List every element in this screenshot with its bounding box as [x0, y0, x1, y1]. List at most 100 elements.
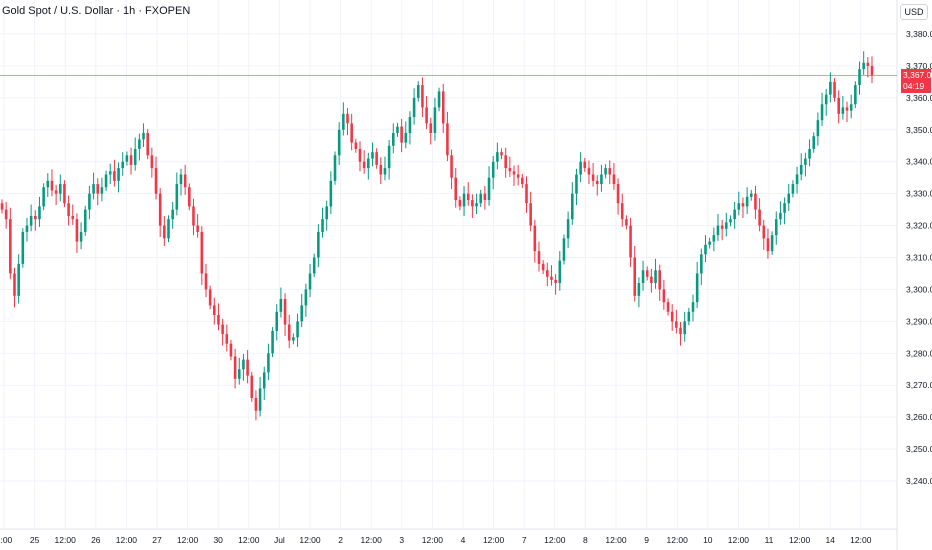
candle-body [454, 177, 458, 201]
candle-body [188, 187, 191, 207]
price-tick-label: 3,280.00 [906, 348, 932, 358]
candle-body [812, 136, 816, 149]
candle-body [849, 104, 853, 111]
candle-body [595, 180, 599, 185]
candle-body [0, 203, 4, 210]
candle-body [121, 161, 125, 169]
candle-body [75, 219, 79, 242]
candle-body [158, 193, 162, 226]
price-tick-label: 3,260.00 [906, 412, 932, 422]
candle-body [308, 273, 312, 290]
price-tick-label: 3,250.00 [906, 444, 932, 454]
candle-body [242, 359, 245, 370]
price-axis[interactable]: 3,380.00 3,370.00 3,360.00 3,350.00 3,340.00… [906, 29, 932, 486]
time-tick-label: 12:00 [55, 535, 77, 545]
candle-body [845, 107, 849, 111]
time-tick-label: 2 [338, 535, 343, 545]
candle-body [208, 289, 212, 306]
time-tick-label: 14 [825, 535, 835, 545]
candle-body [466, 193, 470, 201]
time-tick-label: 5:00 [0, 535, 13, 545]
candle-body [358, 148, 362, 162]
candle-body [71, 215, 75, 220]
time-tick-label: 12:00 [422, 535, 444, 545]
candle-body [25, 225, 29, 232]
candle-body [88, 193, 91, 210]
candle-body [225, 334, 229, 344]
last-price-tag: 3,367.03 04:19 [901, 69, 932, 94]
time-tick-label: 12:00 [544, 535, 566, 545]
candle-body [808, 148, 811, 159]
candle-body [683, 321, 686, 335]
candle-body [200, 231, 204, 274]
time-axis[interactable]: 5:002512:002612:002712:003012:00Jul12:00… [0, 535, 872, 545]
symbol-title[interactable]: Gold Spot / U.S. Dollar · 1h · FXOPEN [2, 5, 191, 17]
time-tick-label: 12:00 [789, 535, 811, 545]
candle-body [475, 203, 478, 207]
candle-body [42, 187, 45, 207]
candle-body [487, 177, 491, 201]
candle-body [629, 225, 632, 258]
candle-body [804, 158, 807, 165]
candle-body [670, 311, 674, 322]
candle-body [650, 276, 653, 284]
candle-body [554, 279, 557, 284]
candle-body [604, 168, 607, 175]
time-tick-label: Jul [274, 535, 285, 545]
candle-body [54, 190, 58, 194]
candle-body [163, 225, 166, 239]
candle-body [58, 184, 62, 194]
price-tick-label: 3,360.00 [906, 93, 932, 103]
candle-body [799, 164, 803, 175]
candle-body [250, 375, 254, 398]
candle-body [362, 161, 366, 169]
candle-body [17, 263, 20, 296]
candle-body [654, 270, 657, 284]
candle-body [824, 94, 828, 105]
currency-button[interactable]: USD [900, 4, 928, 20]
candle-body [254, 397, 258, 411]
candle-body [150, 155, 154, 169]
candle-body [620, 203, 624, 220]
candle-body [587, 168, 591, 175]
candle-body [171, 209, 174, 220]
candle-body [508, 168, 512, 172]
candle-body [138, 139, 141, 149]
candle-body [725, 222, 728, 229]
candle-body [433, 107, 437, 133]
candle-body [96, 184, 100, 194]
candle-body [816, 120, 820, 137]
candle-body [204, 273, 208, 290]
candle-body [633, 257, 637, 296]
candle-body [500, 152, 503, 156]
candle-body [570, 193, 574, 220]
candle-body [175, 184, 179, 210]
candle-body [196, 225, 199, 232]
candle-body [779, 212, 782, 220]
price-tick-label: 3,350.00 [906, 125, 932, 135]
candle-body [275, 311, 279, 331]
candle-body [217, 314, 220, 325]
candle-body [421, 85, 424, 108]
time-tick-label: 11 [765, 535, 774, 545]
candle-body [337, 129, 341, 156]
candle-body [38, 206, 41, 220]
candle-body [213, 305, 216, 315]
candle-body [641, 270, 645, 284]
bar-countdown: 04:19 [903, 81, 925, 92]
candle-body [695, 273, 699, 303]
candle-body [754, 193, 757, 210]
candle-body [396, 126, 399, 133]
candle-body [737, 203, 741, 210]
candle-body [429, 123, 433, 133]
candle-body [229, 343, 233, 357]
candle-body [367, 158, 370, 169]
candle-body [462, 193, 466, 207]
candle-body [537, 251, 541, 264]
candle-body [562, 238, 566, 261]
candle-body [550, 276, 553, 280]
candle-body [408, 117, 412, 133]
candle-body [237, 369, 241, 379]
last-price-value: 3,367.03 [903, 70, 932, 81]
